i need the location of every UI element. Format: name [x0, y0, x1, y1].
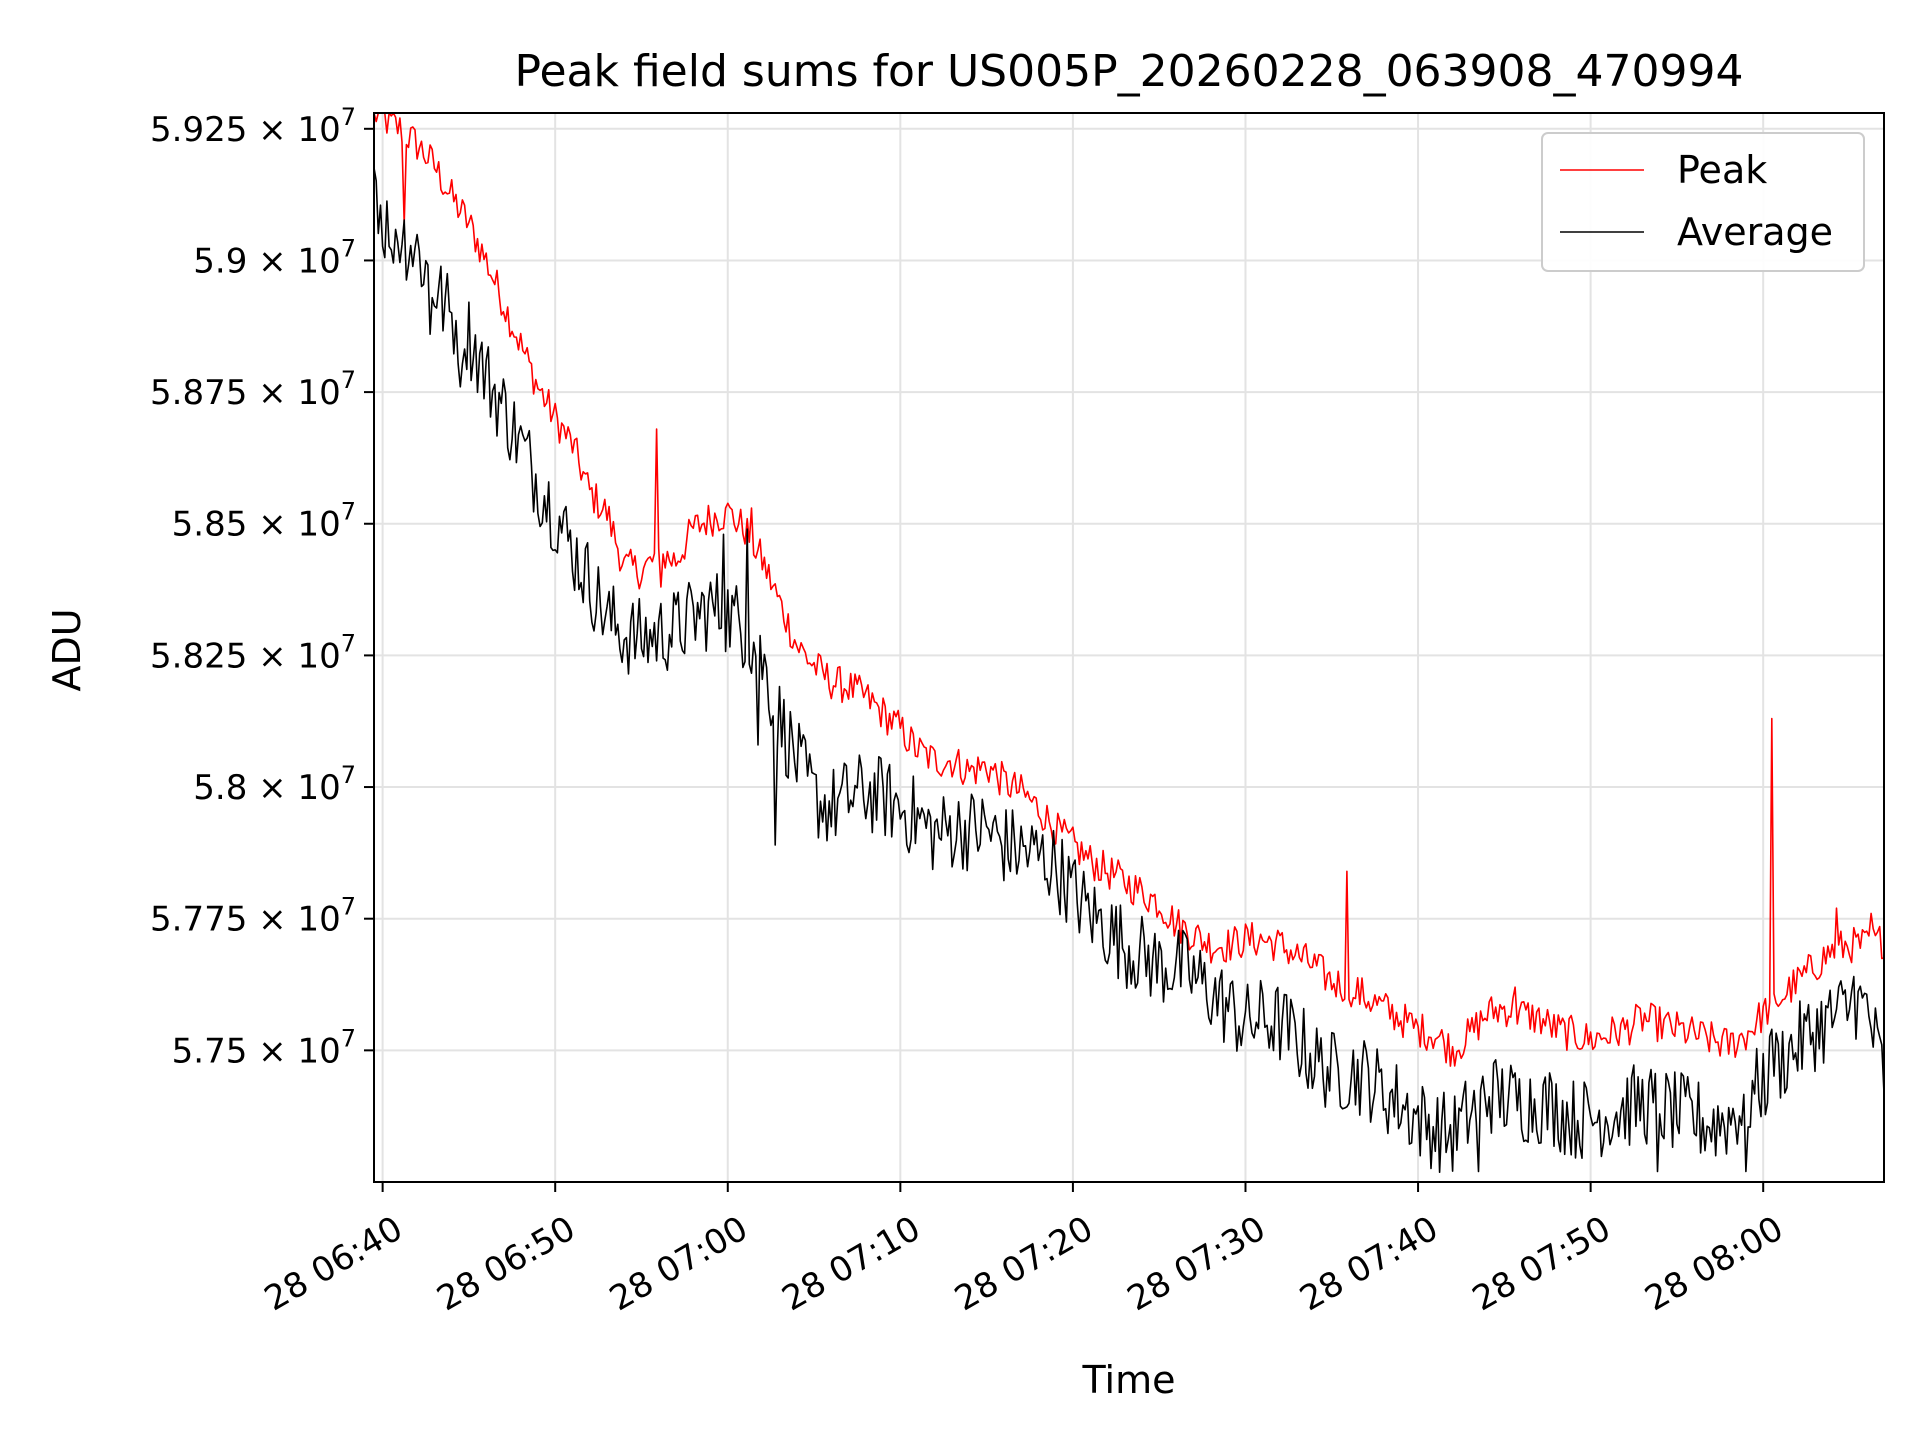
- y-tick-label: 5.875 × 107: [150, 366, 356, 413]
- y-tick-label: 5.85 × 107: [172, 498, 356, 545]
- y-tick-label: 5.9 × 107: [193, 234, 356, 281]
- legend-label-peak: Peak: [1677, 148, 1767, 192]
- legend-box: [1541, 132, 1865, 272]
- y-tick-label: 5.75 × 107: [172, 1024, 356, 1071]
- y-tick-label: 5.775 × 107: [150, 893, 356, 940]
- legend: Peak Average: [1541, 132, 1865, 272]
- legend-label-average: Average: [1677, 210, 1833, 254]
- series-layer: [374, 113, 1884, 1173]
- x-axis-label: Time: [1082, 1358, 1176, 1402]
- y-axis-label: ADU: [45, 608, 89, 691]
- grid: [374, 113, 1884, 1182]
- series-line-peak: [374, 113, 1884, 1067]
- y-tick-label: 5.825 × 107: [150, 629, 356, 676]
- plot-frame: [373, 112, 1885, 1183]
- series-line-average: [374, 167, 1884, 1173]
- y-tick-label: 5.925 × 107: [150, 103, 356, 150]
- y-tick-label: 5.8 × 107: [193, 761, 356, 808]
- chart-title: Peak field sums for US005P_20260228_0639…: [515, 46, 1744, 97]
- y-axis: 5.75 × 107 5.775 × 107 5.8 × 107 5.825 × 10…: [150, 103, 374, 1071]
